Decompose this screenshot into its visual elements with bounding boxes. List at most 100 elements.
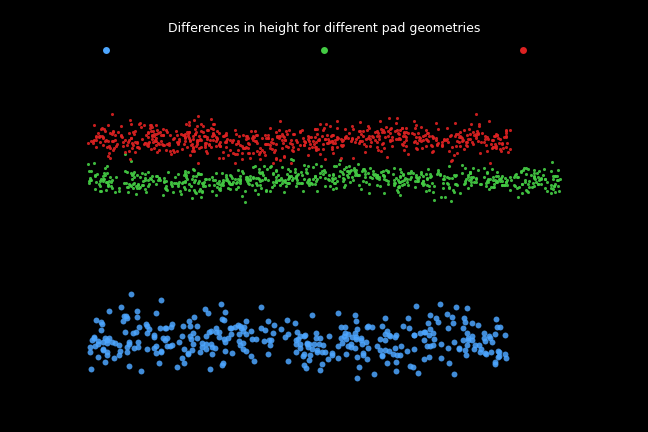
Point <box>103 181 113 188</box>
Point <box>369 371 380 378</box>
Point <box>93 338 104 345</box>
Point <box>235 180 246 187</box>
Point <box>295 128 305 135</box>
Point <box>161 187 172 194</box>
Point <box>424 343 435 349</box>
Point <box>201 176 211 183</box>
Point <box>263 176 273 183</box>
Point <box>145 175 155 182</box>
Point <box>353 160 364 167</box>
Point <box>288 130 299 137</box>
Point <box>327 349 338 356</box>
Point <box>551 172 562 179</box>
Point <box>511 183 521 190</box>
Point <box>463 172 473 178</box>
Point <box>492 347 503 354</box>
Point <box>336 135 346 142</box>
Point <box>259 163 269 170</box>
Point <box>474 150 485 157</box>
Point <box>161 335 172 342</box>
Point <box>538 172 548 178</box>
Point <box>468 129 478 136</box>
Point <box>481 179 491 186</box>
Point <box>488 143 498 150</box>
Point <box>327 175 338 182</box>
Point <box>98 338 108 345</box>
Point <box>280 137 290 144</box>
Point <box>380 315 391 322</box>
Point <box>294 145 304 152</box>
Point <box>392 177 402 184</box>
Point <box>269 149 279 156</box>
Point <box>310 181 320 187</box>
Point <box>312 348 322 355</box>
Point <box>399 138 410 145</box>
Point <box>376 168 387 175</box>
Point <box>323 139 333 146</box>
Point <box>161 185 171 192</box>
Point <box>237 324 247 331</box>
Point <box>241 318 251 325</box>
Point <box>348 176 358 183</box>
Point <box>428 342 439 349</box>
Point <box>487 145 497 152</box>
Point <box>336 138 347 145</box>
Point <box>523 181 533 188</box>
Point <box>516 189 527 196</box>
Point <box>100 359 110 366</box>
Point <box>344 162 354 169</box>
Point <box>299 139 310 146</box>
Point <box>361 143 371 149</box>
Point <box>310 174 320 181</box>
Point <box>190 176 200 183</box>
Point <box>324 171 334 178</box>
Point <box>454 139 465 146</box>
Point <box>117 134 127 141</box>
Point <box>399 181 409 188</box>
Point <box>421 143 432 150</box>
Point <box>230 127 240 134</box>
Point <box>233 140 243 147</box>
Point <box>393 130 403 137</box>
Point <box>295 344 305 351</box>
Point <box>227 178 238 185</box>
Point <box>86 177 96 184</box>
Point <box>113 129 123 136</box>
Point <box>527 183 537 190</box>
Point <box>419 337 430 343</box>
Point <box>241 133 251 140</box>
Point <box>292 177 302 184</box>
Point <box>367 132 377 139</box>
Point <box>411 178 422 184</box>
Point <box>324 176 334 183</box>
Point <box>169 135 179 142</box>
Point <box>520 178 530 185</box>
Point <box>149 131 159 138</box>
Point <box>496 181 507 188</box>
Point <box>143 130 154 137</box>
Point <box>465 170 475 177</box>
Point <box>378 175 389 182</box>
Point <box>218 178 229 185</box>
Point <box>410 178 420 185</box>
Point <box>490 133 500 140</box>
Point <box>202 133 212 140</box>
Point <box>343 330 353 337</box>
Point <box>116 132 126 139</box>
Point <box>513 174 523 181</box>
Point <box>90 173 100 180</box>
Point <box>310 143 320 150</box>
Point <box>231 185 241 192</box>
Point <box>362 127 372 133</box>
Point <box>211 138 222 145</box>
Point <box>540 176 550 183</box>
Point <box>308 175 318 182</box>
Point <box>139 140 150 146</box>
Point <box>172 141 183 148</box>
Point <box>320 168 330 175</box>
Point <box>500 332 510 339</box>
Point <box>351 136 362 143</box>
Point <box>98 347 108 354</box>
Point <box>337 340 347 347</box>
Point <box>185 151 195 158</box>
